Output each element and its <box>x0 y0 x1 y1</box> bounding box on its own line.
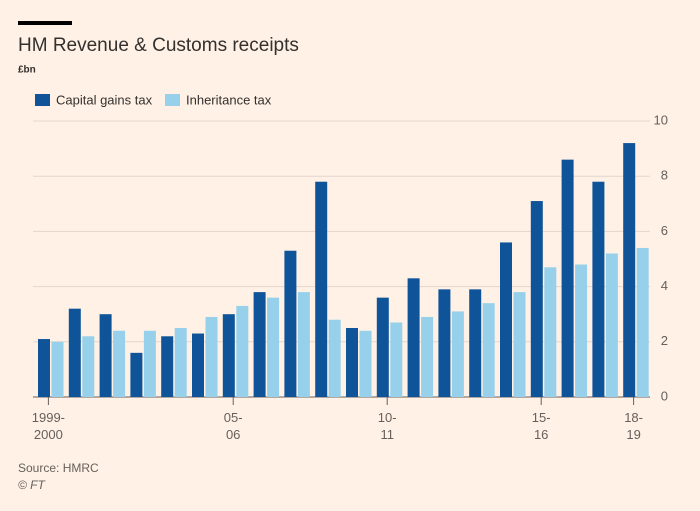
bar <box>284 250 297 397</box>
source: Source: HMRC <box>18 461 99 475</box>
chart-title: HM Revenue & Customs receipts <box>18 35 299 56</box>
bar <box>482 303 495 397</box>
bar <box>328 319 341 397</box>
legend-label: Capital gains tax <box>56 92 153 107</box>
bar <box>143 330 156 397</box>
legend-swatch <box>35 94 50 106</box>
bar <box>51 341 64 397</box>
bar <box>500 242 512 397</box>
bar <box>407 278 420 397</box>
bar <box>267 297 280 397</box>
y-tick-label: 10 <box>654 112 668 127</box>
bar <box>530 201 543 397</box>
bar <box>113 330 126 397</box>
unit-label: £bn <box>18 65 36 76</box>
bar <box>451 311 464 397</box>
title-rule <box>18 21 72 25</box>
x-tick-label: 1999- 2000 <box>31 410 66 442</box>
legend-label: Inheritance tax <box>186 92 272 107</box>
y-tick-label: 8 <box>661 168 668 183</box>
bar <box>592 181 605 397</box>
bar <box>68 308 81 397</box>
bar <box>390 322 403 397</box>
x-tick-label: 05- 06 <box>223 410 243 442</box>
y-tick-label: 0 <box>661 388 668 403</box>
x-tick-label: 10- 11 <box>377 410 397 442</box>
bar <box>192 333 204 397</box>
bar <box>605 253 618 397</box>
bar <box>421 316 434 397</box>
bar <box>236 305 249 397</box>
bar <box>205 316 218 397</box>
bar <box>161 336 174 397</box>
bar <box>513 292 526 397</box>
bar <box>38 339 50 397</box>
y-tick-label: 4 <box>661 278 668 293</box>
bar <box>346 328 358 397</box>
x-tick-label: 15- 16 <box>531 410 551 442</box>
y-tick-label: 2 <box>661 333 668 348</box>
x-tick-label: 18- 19 <box>624 410 643 442</box>
bar <box>636 247 649 397</box>
bar <box>130 352 143 397</box>
bar <box>469 289 482 397</box>
bar <box>376 297 389 397</box>
bar <box>623 143 636 397</box>
bar <box>359 330 372 397</box>
bar <box>544 267 557 397</box>
bar <box>222 314 235 397</box>
bar <box>174 328 187 397</box>
bar <box>315 181 328 397</box>
bar <box>575 264 588 397</box>
bar <box>82 336 95 397</box>
bar <box>253 292 266 397</box>
credit: © FT <box>18 478 47 492</box>
legend-swatch <box>165 94 180 106</box>
bar <box>297 292 310 397</box>
bar <box>99 314 112 397</box>
y-tick-label: 6 <box>661 223 668 238</box>
bar <box>438 289 451 397</box>
bar <box>561 159 574 397</box>
